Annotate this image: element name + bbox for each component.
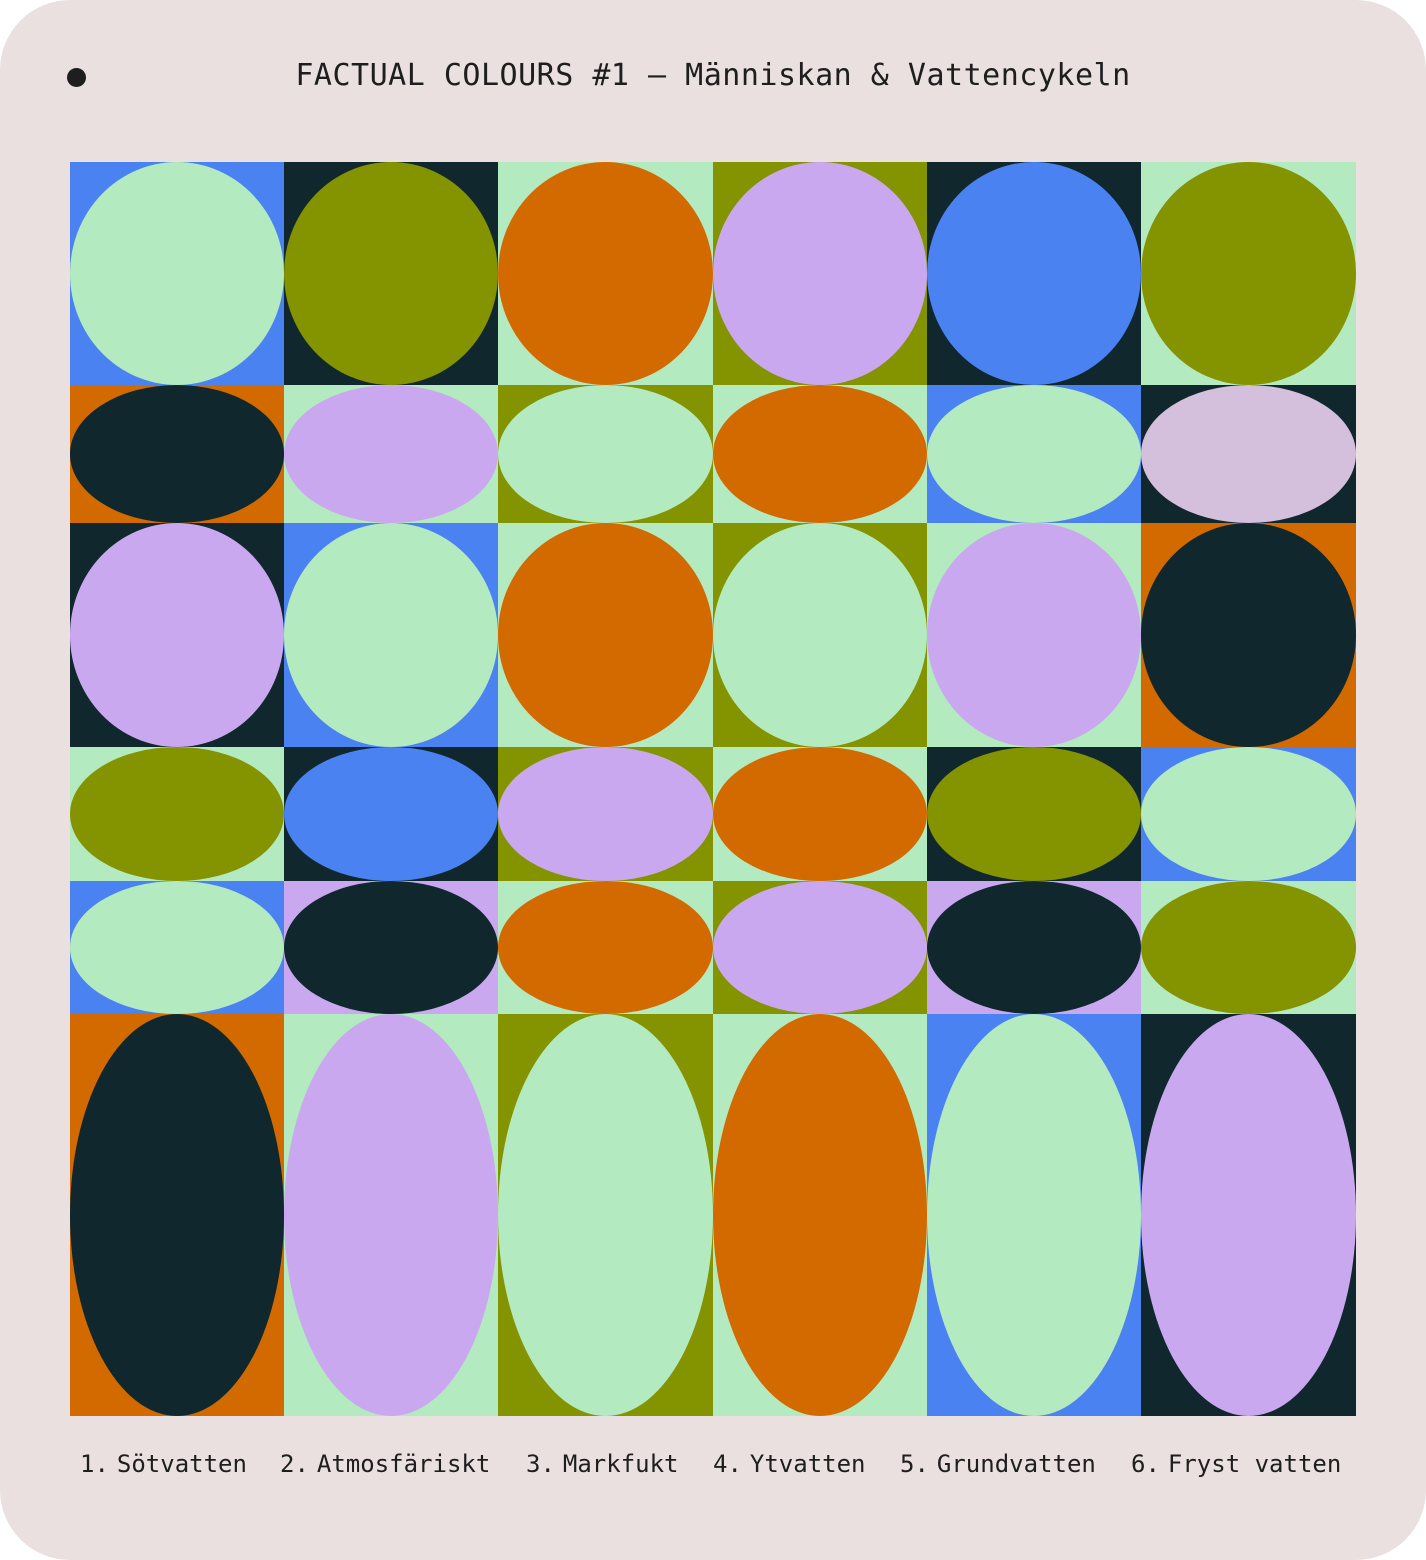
ellipse-shape (713, 162, 927, 385)
ellipse-shape (284, 385, 498, 523)
ellipse-shape (284, 1014, 498, 1416)
grid-cell (284, 881, 498, 1014)
ellipse-shape (1141, 1014, 1356, 1416)
ellipse-shape (927, 1014, 1141, 1416)
ellipse-shape (927, 747, 1141, 881)
grid-cell (70, 1014, 284, 1416)
grid-cell (713, 523, 927, 747)
grid-cell (1141, 162, 1356, 385)
ellipse-shape (70, 1014, 284, 1416)
grid-cell (1141, 1014, 1356, 1416)
ellipse-shape (284, 162, 498, 385)
ellipse-shape (284, 881, 498, 1014)
grid-cell (927, 162, 1141, 385)
grid-cell (70, 162, 284, 385)
grid-cell (713, 162, 927, 385)
ellipse-shape (1141, 747, 1356, 881)
grid-cell (927, 523, 1141, 747)
ellipse-shape (1141, 385, 1356, 523)
grid-cell (498, 385, 713, 523)
ellipse-shape (713, 1014, 927, 1416)
ellipse-shape (498, 747, 713, 881)
ellipse-shape (927, 523, 1141, 747)
ellipse-shape (1141, 162, 1356, 385)
ellipse-shape (713, 747, 927, 881)
ellipse-shape (498, 162, 713, 385)
ellipse-shape (498, 881, 713, 1014)
ellipse-shape (70, 881, 284, 1014)
grid-cell (927, 881, 1141, 1014)
grid-cell (1141, 747, 1356, 881)
grid-cell (498, 1014, 713, 1416)
ellipse-shape (1141, 523, 1356, 747)
grid-cell (713, 747, 927, 881)
ellipse-shape (70, 162, 284, 385)
grid-cell (927, 747, 1141, 881)
grid-cell (70, 881, 284, 1014)
grid-cell (70, 747, 284, 881)
grid-cell (284, 385, 498, 523)
ellipse-shape (498, 385, 713, 523)
poster-title: FACTUAL COLOURS #1 – Människan & Vattenc… (295, 58, 1131, 93)
ellipse-shape (713, 385, 927, 523)
grid-cell (498, 523, 713, 747)
color-grid (70, 162, 1356, 1416)
grid-cell (284, 747, 498, 881)
ellipse-shape (713, 523, 927, 747)
ellipse-shape (927, 881, 1141, 1014)
ellipse-shape (713, 881, 927, 1014)
bullet-dot-icon (67, 68, 86, 87)
category-label: 4. Ytvatten (713, 1450, 866, 1478)
category-label: 6. Fryst vatten (1131, 1450, 1342, 1478)
ellipse-shape (927, 162, 1141, 385)
category-label: 5. Grundvatten (900, 1450, 1096, 1478)
grid-cell (713, 385, 927, 523)
ellipse-shape (70, 523, 284, 747)
category-label: 1. Sötvatten (80, 1450, 247, 1478)
category-legend: 1. Sötvatten 2. Atmosfäriskt 3. Markfukt 4.… (0, 1450, 1426, 1490)
grid-cell (927, 1014, 1141, 1416)
grid-cell (713, 881, 927, 1014)
grid-cell (70, 385, 284, 523)
grid-cell (498, 162, 713, 385)
ellipse-shape (1141, 881, 1356, 1014)
ellipse-shape (927, 385, 1141, 523)
ellipse-shape (498, 1014, 713, 1416)
grid-cell (284, 1014, 498, 1416)
ellipse-shape (284, 747, 498, 881)
ellipse-shape (70, 385, 284, 523)
grid-cell (498, 881, 713, 1014)
grid-cell (927, 385, 1141, 523)
category-label: 2. Atmosfäriskt (280, 1450, 491, 1478)
grid-cell (1141, 385, 1356, 523)
grid-cell (713, 1014, 927, 1416)
ellipse-shape (70, 747, 284, 881)
grid-cell (284, 523, 498, 747)
ellipse-shape (498, 523, 713, 747)
grid-cell (1141, 523, 1356, 747)
category-label: 3. Markfukt (526, 1450, 679, 1478)
grid-cell (498, 747, 713, 881)
grid-cell (1141, 881, 1356, 1014)
grid-cell (284, 162, 498, 385)
grid-cell (70, 523, 284, 747)
ellipse-shape (284, 523, 498, 747)
